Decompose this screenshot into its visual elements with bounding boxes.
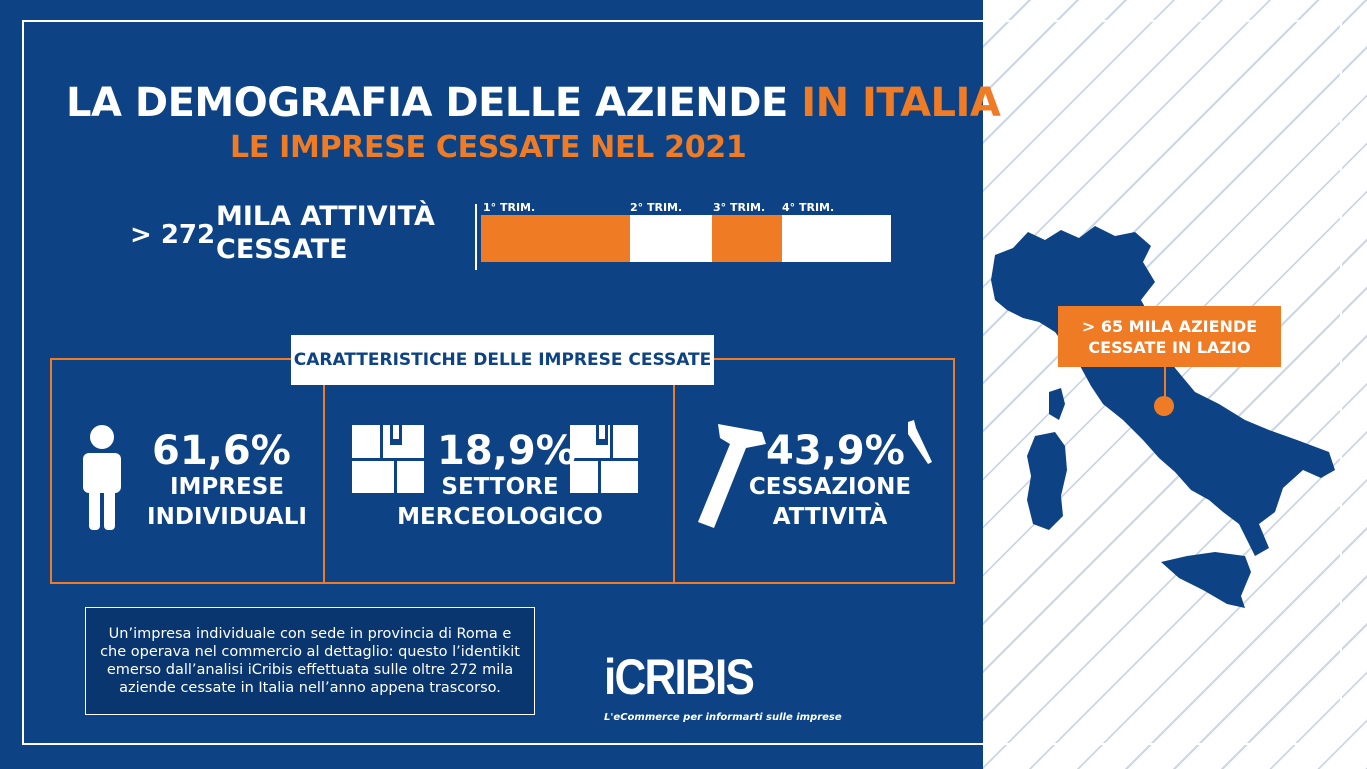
title-highlight: IN ITALIA [801, 80, 1001, 126]
quarter-label-4: 4° TRIM. [782, 201, 835, 214]
person-icon [83, 425, 121, 530]
quarter-bar-4 [782, 215, 891, 262]
stat-label-2b: MERCEOLOGICO [397, 504, 603, 530]
quarter-bar-1 [481, 215, 630, 262]
shelf-box-icon-right [570, 425, 638, 493]
outer-frame [22, 20, 1342, 745]
quarter-label-3: 3° TRIM. [713, 201, 766, 214]
sardinia [1027, 432, 1067, 530]
callout-connector [1164, 367, 1166, 405]
page-subtitle: LE IMPRESE CESSATE NEL 2021 [230, 130, 747, 165]
stat-value-1: 61,6% [152, 428, 291, 474]
lazio-callout: > 65 MILA AZIENDE CESSATE IN LAZIO [1058, 306, 1281, 367]
hammer-nail-icon [698, 420, 932, 528]
icribis-logo: iCRIBIS [604, 649, 755, 705]
lazio-marker [1154, 396, 1174, 416]
stat-value-2: 18,9% [437, 428, 576, 474]
logo-tagline: L'eCommerce per informarti sulle imprese [604, 712, 842, 723]
quarter-label-2: 2° TRIM. [630, 201, 683, 214]
quarter-bar-2 [630, 215, 712, 262]
summary-prefix: > 272 [130, 220, 216, 250]
shelf-box-icon [352, 425, 424, 493]
panel-divider-1 [323, 358, 325, 584]
stat-label-3a: CESSAZIONE [748, 474, 912, 500]
summary-text: MILA ATTIVITÀ CESSATE [216, 201, 435, 265]
bar-axis [475, 204, 477, 270]
quarter-label-1: 1° TRIM. [483, 201, 536, 214]
sicily [1161, 552, 1251, 608]
stat-label-3b: ATTIVITÀ [772, 504, 888, 530]
quarter-bar-3 [712, 215, 782, 262]
panel-divider-2 [673, 358, 675, 584]
page-title: LA DEMOGRAFIA DELLE AZIENDE IN ITALIA [66, 80, 1001, 126]
stat-label-1a: IMPRESE [169, 474, 284, 500]
characteristics-heading: CARATTERISTICHE DELLE IMPRESE CESSATE [291, 335, 714, 385]
stat-label-2a: SETTORE [441, 474, 559, 500]
stat-label-1b: INDIVIDUALI [147, 504, 307, 530]
corsica [1049, 388, 1065, 420]
note-box: Un’impresa individuale con sede in provi… [85, 607, 535, 715]
stat-value-3: 43,9% [766, 428, 905, 474]
